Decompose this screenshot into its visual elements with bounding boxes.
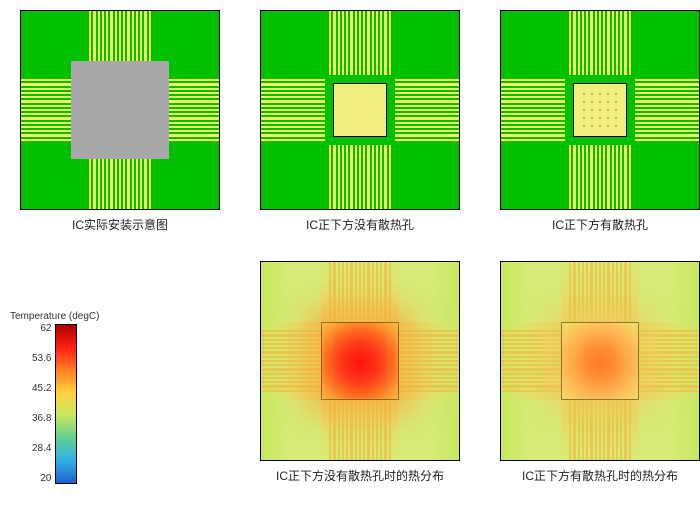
legend-labels: 62 53.6 45.2 36.8 28.4 20 bbox=[32, 324, 55, 484]
traces-top bbox=[329, 262, 391, 326]
traces-top bbox=[569, 11, 631, 75]
heat-core-hot bbox=[321, 322, 399, 400]
traces-top bbox=[569, 262, 631, 326]
legend-tick: 53.6 bbox=[32, 354, 51, 364]
panel-heat-no-vias: IC正下方没有散热孔时的热分布 bbox=[250, 261, 470, 484]
panel-ic-mounted: IC实际安装示意图 bbox=[10, 10, 230, 233]
traces-left bbox=[261, 330, 325, 392]
heat-core-warm bbox=[561, 322, 639, 400]
panel-no-vias: IC正下方没有散热孔 bbox=[250, 10, 470, 233]
legend-colorbar bbox=[55, 324, 77, 484]
thermal-pad bbox=[333, 83, 387, 137]
panel-heat-with-vias: IC正下方有散热孔时的热分布 bbox=[490, 261, 700, 484]
heatmap-no-vias bbox=[260, 261, 460, 461]
legend-tick: 28.4 bbox=[32, 444, 51, 454]
legend-cell: Temperature (degC) 62 53.6 45.2 36.8 28.4 20 bbox=[10, 261, 230, 484]
traces-bottom bbox=[329, 145, 391, 209]
figure-grid: IC实际安装示意图 IC正下方没有散热孔 IC正下方有散热孔 Temperatu… bbox=[10, 10, 690, 484]
caption: IC正下方没有散热孔 bbox=[306, 216, 414, 233]
ic-package bbox=[71, 61, 169, 159]
traces-left bbox=[261, 79, 325, 141]
traces-bottom bbox=[569, 396, 631, 460]
traces-right bbox=[635, 330, 699, 392]
caption: IC实际安装示意图 bbox=[72, 216, 168, 233]
thermal-pad-with-vias bbox=[573, 83, 627, 137]
traces-bottom bbox=[329, 396, 391, 460]
caption: IC正下方有散热孔 bbox=[552, 216, 648, 233]
pcb-view-mounted bbox=[20, 10, 220, 210]
traces-top bbox=[329, 11, 391, 75]
heatmap-with-vias bbox=[500, 261, 700, 461]
traces-right bbox=[635, 79, 699, 141]
thermal-vias bbox=[580, 90, 620, 130]
traces-left bbox=[501, 79, 565, 141]
panel-with-vias: IC正下方有散热孔 bbox=[490, 10, 700, 233]
temperature-legend: Temperature (degC) 62 53.6 45.2 36.8 28.4 20 bbox=[10, 311, 99, 484]
traces-right bbox=[395, 330, 459, 392]
caption: IC正下方没有散热孔时的热分布 bbox=[276, 467, 444, 484]
traces-right bbox=[395, 79, 459, 141]
legend-body: 62 53.6 45.2 36.8 28.4 20 bbox=[32, 324, 77, 484]
traces-bottom bbox=[569, 145, 631, 209]
caption: IC正下方有散热孔时的热分布 bbox=[522, 467, 678, 484]
pcb-view-no-vias bbox=[260, 10, 460, 210]
legend-title: Temperature (degC) bbox=[10, 311, 99, 322]
legend-tick: 36.8 bbox=[32, 414, 51, 424]
legend-tick: 62 bbox=[32, 324, 51, 334]
pcb-view-with-vias bbox=[500, 10, 700, 210]
legend-tick: 45.2 bbox=[32, 384, 51, 394]
legend-tick: 20 bbox=[32, 474, 51, 484]
traces-left bbox=[501, 330, 565, 392]
